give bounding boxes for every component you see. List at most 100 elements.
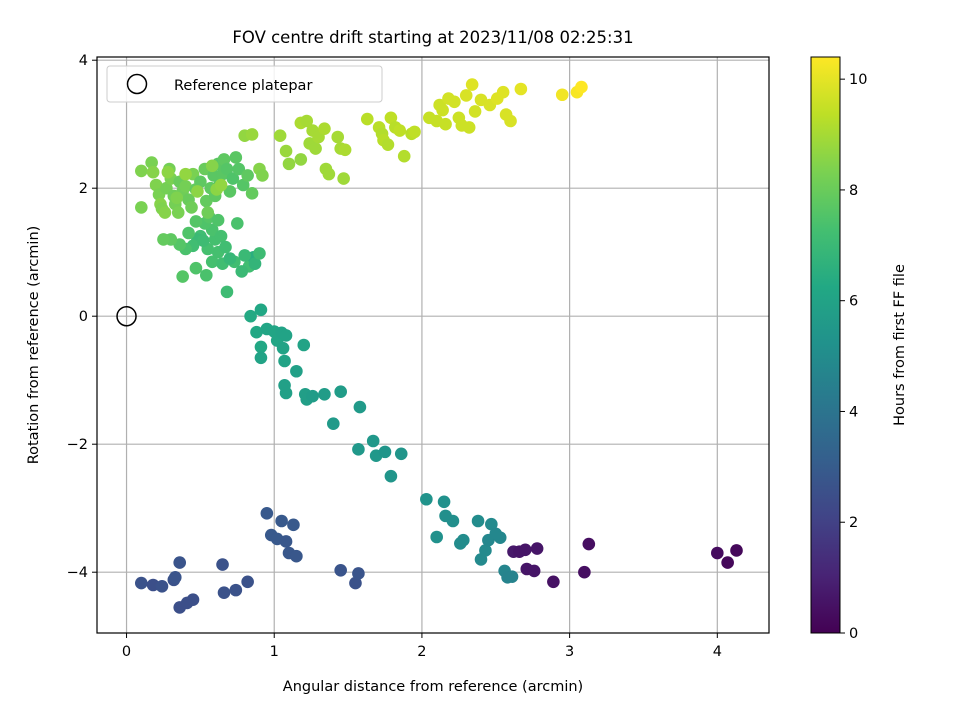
data-point bbox=[349, 576, 362, 590]
data-point bbox=[519, 543, 532, 557]
data-point bbox=[216, 558, 229, 571]
data-point bbox=[730, 544, 743, 557]
data-point bbox=[223, 252, 237, 265]
y-tick-label: 0 bbox=[79, 309, 88, 325]
data-point bbox=[527, 564, 541, 578]
data-point bbox=[170, 191, 184, 205]
y-tick-label: −2 bbox=[67, 437, 88, 453]
data-point bbox=[186, 593, 200, 607]
data-point bbox=[294, 153, 308, 166]
data-point bbox=[235, 265, 249, 278]
data-point bbox=[161, 165, 175, 179]
data-point bbox=[135, 201, 148, 214]
data-point bbox=[236, 178, 250, 192]
colorbar-tick-label: 2 bbox=[849, 515, 858, 531]
data-point bbox=[334, 563, 347, 577]
data-point bbox=[182, 226, 195, 240]
data-point bbox=[485, 517, 498, 531]
data-point bbox=[337, 172, 350, 185]
reference-platepar-marker bbox=[116, 305, 137, 327]
data-point bbox=[241, 169, 254, 182]
data-point bbox=[505, 570, 519, 583]
data-point bbox=[149, 178, 163, 192]
data-point bbox=[245, 128, 259, 141]
data-point bbox=[448, 95, 461, 109]
data-point bbox=[245, 187, 259, 200]
data-point bbox=[254, 351, 268, 365]
data-point bbox=[530, 542, 544, 555]
data-point bbox=[462, 121, 476, 134]
y-axis-ticks: −4 −2 0 2 4 bbox=[67, 53, 97, 581]
x-tick-label: 1 bbox=[270, 644, 279, 660]
data-point bbox=[176, 270, 189, 283]
data-point bbox=[219, 240, 232, 254]
data-point bbox=[575, 80, 588, 94]
data-point bbox=[471, 514, 485, 528]
x-tick-label: 4 bbox=[713, 644, 722, 660]
y-tick-label: 4 bbox=[79, 53, 88, 69]
data-point bbox=[446, 514, 460, 528]
data-point bbox=[189, 261, 203, 275]
data-point bbox=[279, 535, 293, 548]
data-point bbox=[273, 129, 287, 143]
data-point bbox=[205, 255, 219, 269]
x-tick-label: 3 bbox=[565, 644, 574, 660]
y-axis-label: Rotation from reference (arcmin) bbox=[26, 226, 42, 465]
data-point bbox=[179, 179, 192, 193]
colorbar-tick-label: 6 bbox=[849, 294, 858, 310]
data-point bbox=[276, 341, 290, 355]
data-point bbox=[352, 567, 365, 580]
data-point bbox=[360, 112, 374, 126]
data-point bbox=[171, 206, 185, 219]
data-point bbox=[353, 400, 367, 414]
data-point bbox=[214, 229, 228, 243]
data-point bbox=[173, 556, 187, 569]
data-point bbox=[290, 364, 303, 378]
colorbar-label: Hours from first FF file bbox=[892, 264, 908, 426]
data-point bbox=[275, 514, 288, 528]
colorbar: 0 2 4 6 8 10 Hours from first FF file bbox=[810, 56, 908, 642]
data-point bbox=[199, 268, 213, 282]
data-point bbox=[256, 169, 269, 182]
colorbar-tick-label: 10 bbox=[849, 72, 867, 88]
data-points bbox=[116, 78, 743, 614]
data-point bbox=[318, 387, 331, 401]
data-point bbox=[282, 157, 296, 171]
legend-box bbox=[106, 65, 383, 103]
colorbar-ticks: 0 2 4 6 8 10 bbox=[840, 72, 867, 642]
data-point bbox=[366, 434, 380, 448]
data-point bbox=[384, 111, 398, 125]
data-point bbox=[232, 162, 246, 176]
x-tick-label: 2 bbox=[417, 644, 426, 660]
data-point bbox=[430, 530, 443, 544]
data-point bbox=[254, 303, 268, 317]
data-point bbox=[279, 386, 293, 400]
chart-title: FOV centre drift starting at 2023/11/08 … bbox=[232, 28, 633, 47]
legend: Reference platepar bbox=[106, 65, 383, 103]
data-point bbox=[309, 142, 322, 155]
data-point bbox=[145, 156, 158, 169]
data-point bbox=[260, 507, 274, 520]
data-point bbox=[721, 556, 734, 569]
data-point bbox=[327, 417, 340, 431]
data-point bbox=[318, 122, 331, 135]
grid-lines bbox=[97, 57, 769, 633]
data-point bbox=[214, 178, 228, 192]
data-point bbox=[197, 234, 210, 247]
data-point bbox=[306, 389, 319, 403]
y-tick-label: −4 bbox=[67, 565, 88, 581]
data-point bbox=[381, 138, 395, 151]
data-point bbox=[229, 583, 243, 597]
data-point bbox=[408, 125, 421, 139]
data-point bbox=[300, 114, 314, 128]
data-point bbox=[459, 89, 473, 102]
data-point bbox=[279, 144, 293, 158]
data-point bbox=[248, 257, 262, 271]
data-point bbox=[578, 565, 591, 579]
data-point bbox=[493, 531, 507, 544]
data-point bbox=[322, 167, 336, 181]
data-point bbox=[194, 175, 207, 189]
data-point bbox=[420, 492, 433, 506]
data-point bbox=[135, 576, 148, 590]
